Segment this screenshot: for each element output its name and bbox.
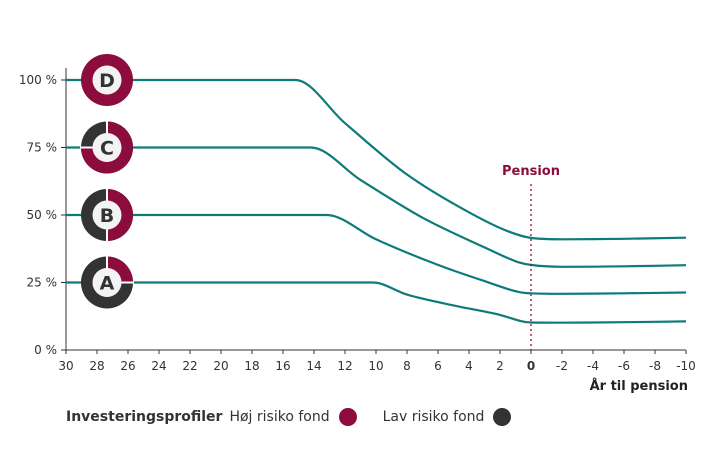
series-line-c: [66, 146, 687, 268]
x-tick-label: 26: [120, 359, 135, 373]
legend-high-risk-label: Høj risiko fond: [229, 409, 330, 425]
series-line-d: [65, 78, 687, 241]
badge-center: [92, 200, 122, 230]
pension-label: Pension: [502, 164, 560, 179]
x-tick-label: 10: [368, 359, 383, 373]
x-tick-label: -8: [649, 359, 661, 373]
axes: 0 %25 %50 %75 %100 %30 28 26 24 22 20 18 16 14 12…: [19, 68, 696, 394]
x-tick-label: -4: [587, 359, 599, 373]
profile-badge-d: D: [81, 54, 133, 106]
profile-badge-a: A: [81, 255, 134, 309]
x-tick-label: 8: [403, 359, 411, 373]
legend-title: Investeringsprofiler: [66, 409, 223, 425]
badge-center: [92, 268, 122, 297]
badge-letter: D: [99, 70, 115, 92]
x-tick-label: 18: [244, 359, 259, 373]
x-tick-label: -2: [556, 359, 568, 373]
profile-badges: D C B A: [80, 54, 134, 309]
x-tick-label: 14: [306, 359, 321, 373]
x-tick-label: 28: [89, 359, 104, 373]
chart: 0 %25 %50 %75 %100 %30 28 26 24 22 20 18 16 14 12…: [19, 54, 696, 394]
badge-center: [92, 133, 122, 162]
y-tick-label: 50 %: [27, 208, 58, 222]
x-tick-label: 4: [465, 359, 473, 373]
legend-low-risk-swatch: [493, 408, 512, 426]
pension-annotation: Pension: [502, 164, 560, 350]
x-tick-label: 30: [58, 359, 73, 373]
x-axis-title: År til pension: [590, 378, 688, 394]
legend-low-risk-label: Lav risiko fond: [382, 409, 485, 425]
y-tick-label: 100 %: [19, 73, 57, 87]
x-tick-label: 2: [496, 359, 504, 373]
series-lines: [65, 78, 687, 324]
legend: Investeringsprofiler Høj risiko fond Lav…: [66, 408, 512, 426]
y-tick-label: 0 %: [34, 343, 57, 357]
x-tick-label: 16: [275, 359, 290, 373]
badge-letter: C: [100, 138, 114, 160]
y-tick-label: 25 %: [27, 276, 58, 290]
x-tick-label: 24: [151, 359, 166, 373]
badge-letter: B: [100, 205, 114, 227]
series-line-b: [66, 213, 687, 295]
x-tick-label: 22: [182, 359, 197, 373]
series-line-a: [65, 281, 687, 324]
x-tick-label: -10: [676, 359, 696, 373]
legend-high-risk-swatch: [338, 408, 357, 426]
y-tick-label: 75 %: [27, 141, 58, 155]
x-tick-label: 6: [434, 359, 442, 373]
x-tick-label: 0: [527, 359, 535, 373]
x-tick-label: 20: [213, 359, 228, 373]
x-tick-label: -6: [618, 359, 630, 373]
badge-letter: A: [100, 273, 115, 295]
profile-badge-c: C: [80, 120, 133, 174]
x-tick-label: 12: [337, 359, 352, 373]
badge-center: [92, 65, 122, 95]
profile-badge-b: B: [81, 188, 133, 242]
